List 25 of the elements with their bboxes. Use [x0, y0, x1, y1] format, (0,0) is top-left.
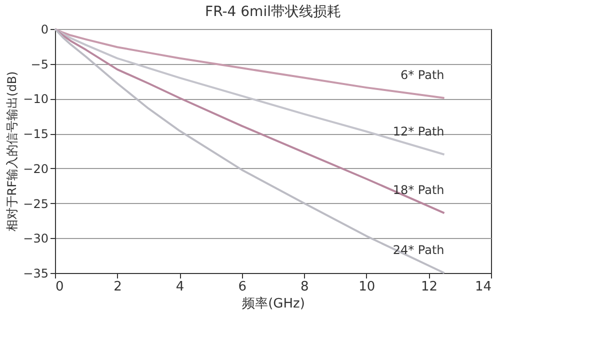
y-tick-label: −15 [23, 127, 48, 142]
x-tick-label: 14 [474, 280, 492, 294]
x-tick-label: 2 [114, 280, 122, 294]
y-tick-label: −25 [23, 196, 48, 211]
x-tick-label: 0 [56, 280, 64, 294]
series-label: 12* Path [392, 124, 444, 138]
series-label: 24* Path [392, 243, 444, 257]
series-label: 18* Path [392, 183, 444, 198]
x-tick-label: 4 [176, 280, 184, 294]
x-tick-label: 10 [358, 280, 376, 294]
y-tick-label: −35 [23, 266, 48, 280]
y-axis-title: 相对于RF输入的信号输出(dB) [5, 71, 20, 232]
x-tick-label: 8 [300, 280, 309, 294]
y-tick-label: −5 [30, 57, 48, 72]
y-tick-label: 0 [40, 22, 48, 36]
x-tick-label: 6 [238, 280, 246, 294]
chart-title: FR-4 6mil带状线损耗 [205, 4, 341, 20]
series-label: 6* Path [400, 68, 444, 82]
x-tick-label: 12 [420, 280, 438, 294]
line-series [54, 28, 446, 214]
y-tick-label: −20 [23, 162, 48, 176]
y-tick-label: −10 [23, 92, 48, 106]
y-tick-label: −30 [23, 232, 48, 246]
x-axis-title: 频率(GHz) [242, 296, 305, 312]
line-series [54, 28, 446, 100]
